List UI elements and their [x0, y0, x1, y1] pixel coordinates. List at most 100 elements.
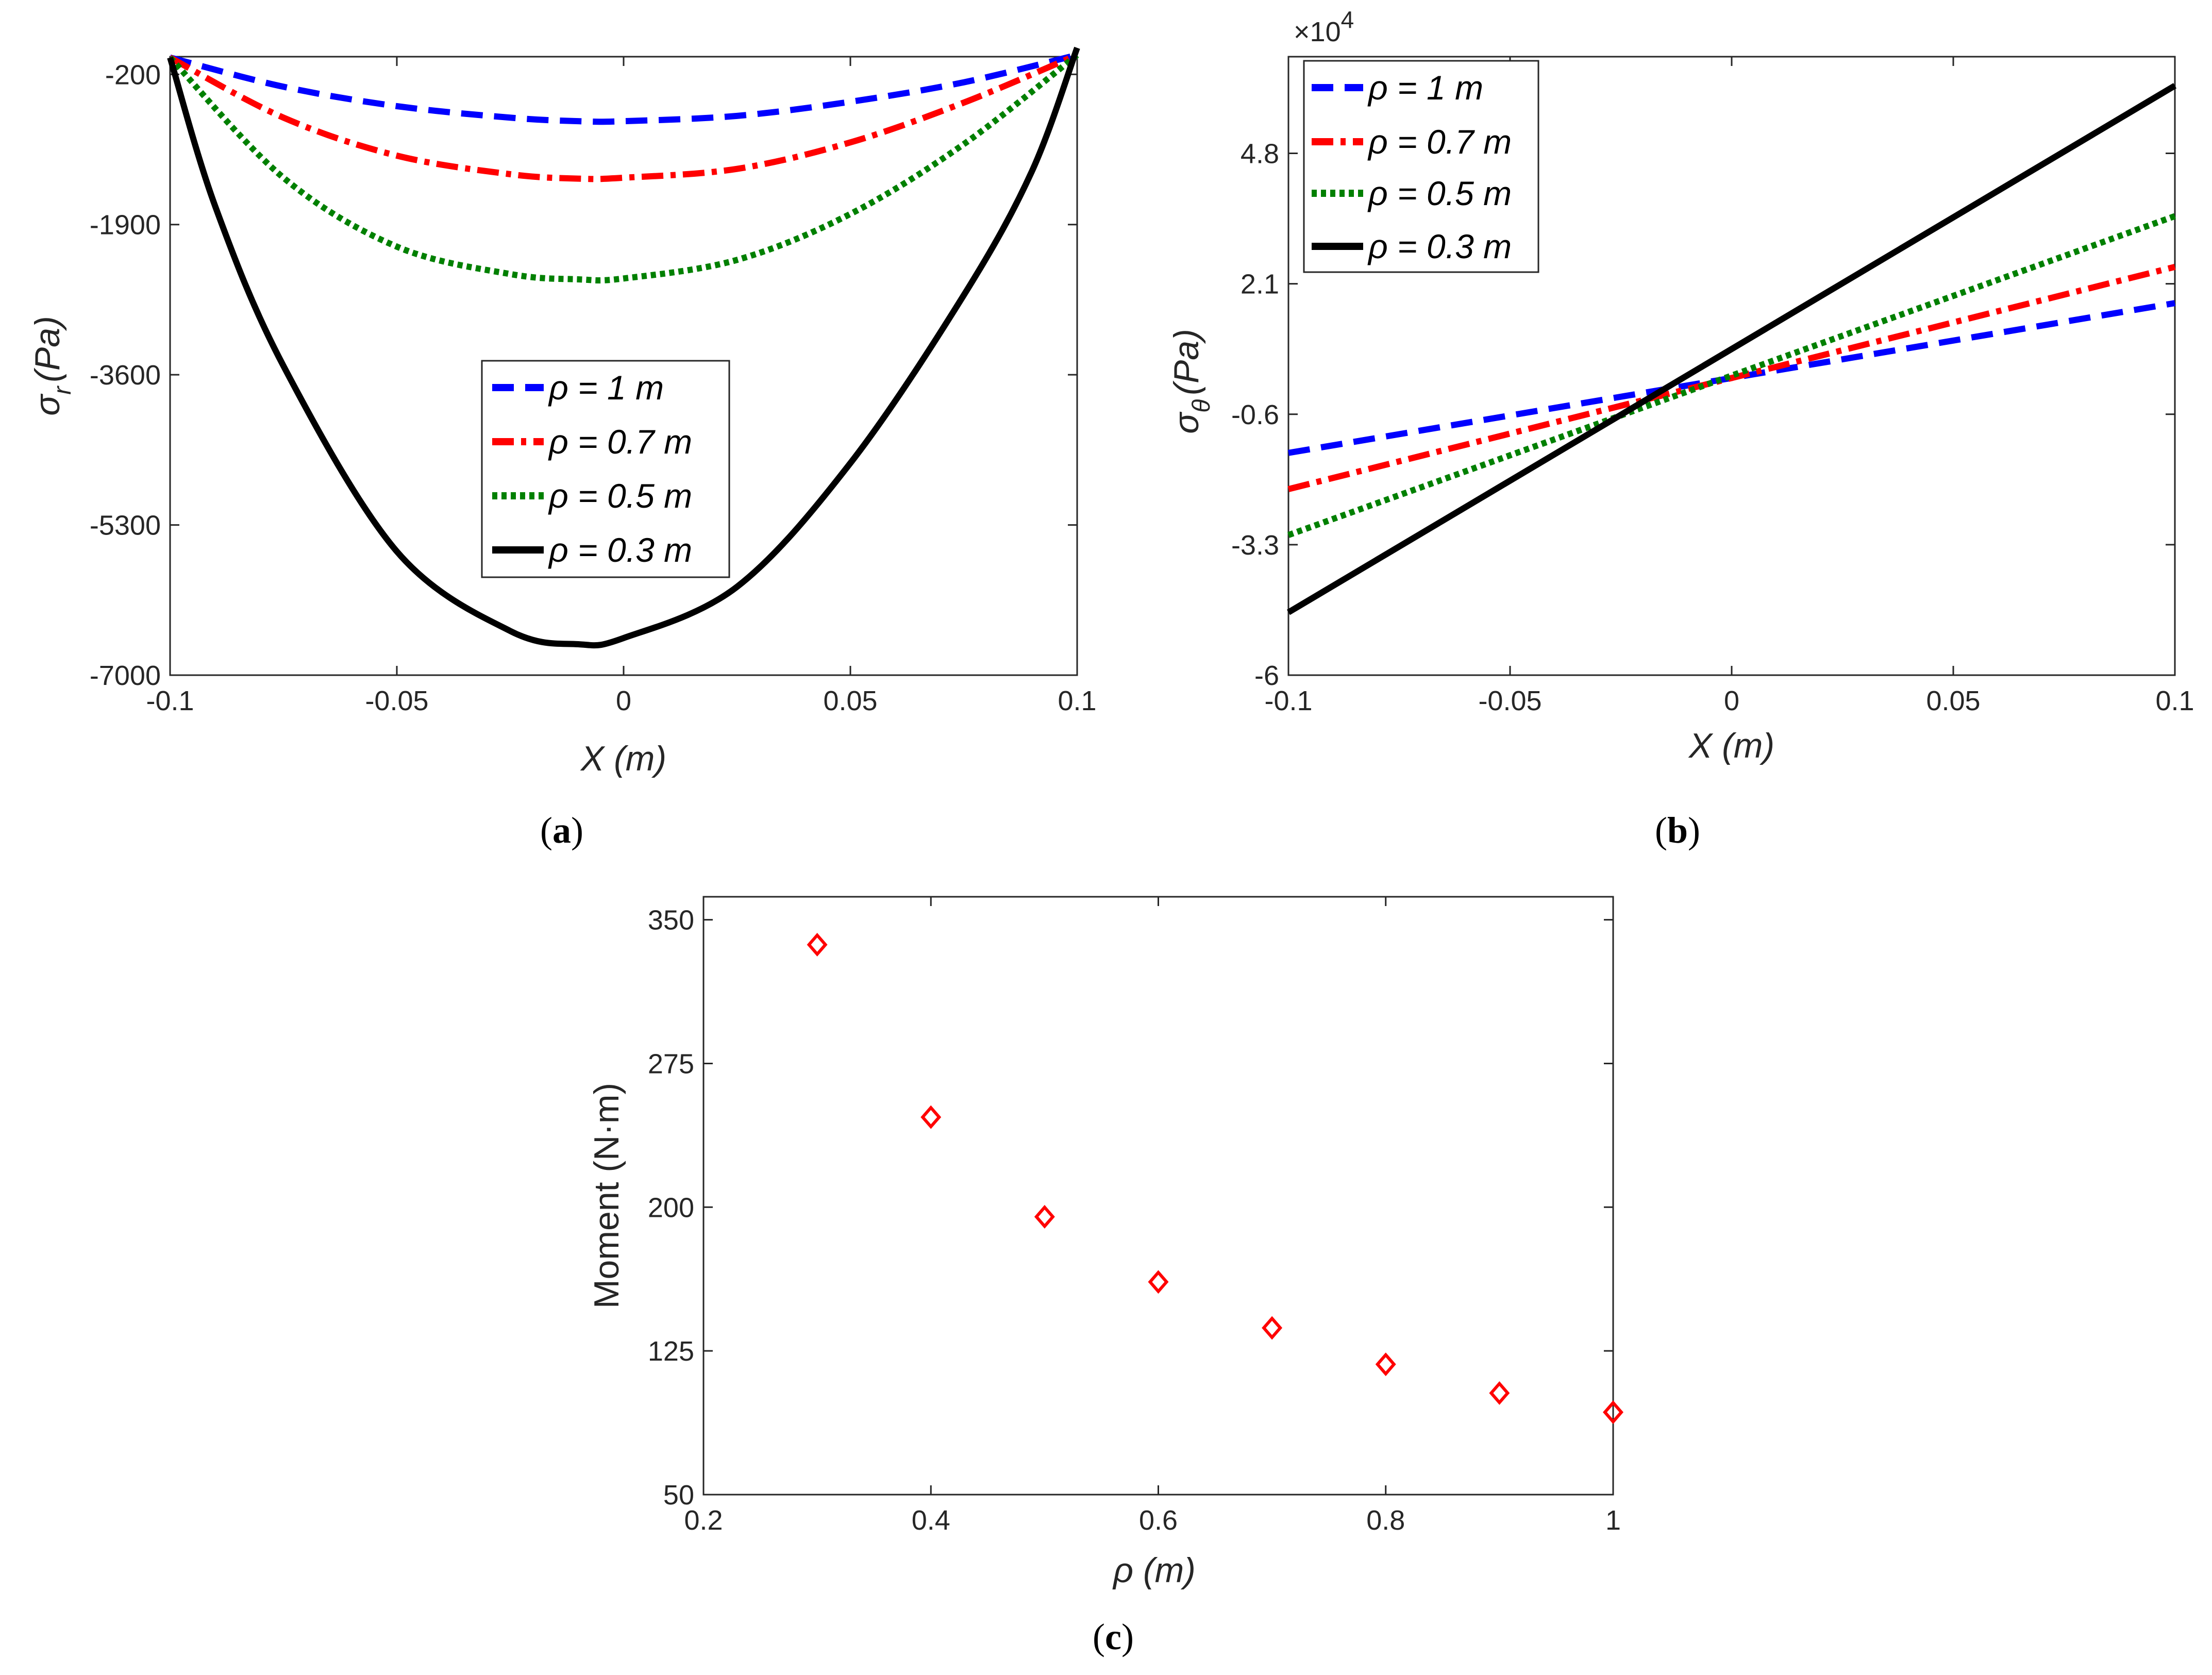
panel-b-x-tick-label: 0 — [1724, 685, 1739, 716]
panel-a-legend: ρ = 1 m ρ = 0.7 m ρ = 0.5 m ρ = 0.3 m — [481, 360, 730, 578]
legend-label: = 1 m — [1388, 69, 1483, 107]
legend-label: = 0.5 m — [1388, 174, 1512, 212]
panel-b-series-line-4 — [1286, 83, 2177, 615]
panel-b-caption: (b) — [1655, 810, 1700, 851]
panel-a-ticks: -0.1 -0.05 0 0.05 0.1 -200 -1900 -3600 -5300 -700… — [90, 57, 1097, 716]
panel-a-x-tick-label: 0 — [616, 685, 631, 716]
panel-c-ticks: 0.2 0.4 0.6 0.8 1 350 275 200 125 50 — [648, 897, 1621, 1536]
svg-text:ρ = 0.3 m: ρ = 0.3 m — [1367, 227, 1512, 265]
legend-rho: ρ — [548, 368, 568, 407]
svg-text:ρ = 0.5 m: ρ = 0.5 m — [1367, 174, 1512, 212]
panel-a-y-tick-label: -5300 — [90, 510, 161, 541]
legend-label: = 1 m — [568, 368, 664, 407]
panel-b-x-axis-label: X (m) — [1688, 726, 1774, 765]
panel-a-x-axis-label: X (m) — [580, 739, 666, 778]
y-label-subscript: θ — [1188, 399, 1215, 413]
legend-rho: ρ — [1367, 174, 1388, 212]
panel-b-multiplier: ×104 — [1294, 6, 1354, 47]
panel-a-x-tick-label: 0.05 — [823, 685, 877, 716]
panel-c-y-tick-label: 50 — [663, 1480, 694, 1511]
panel-a-series-line-4 — [167, 46, 1080, 649]
panel-b-legend-item-1: ρ = 1 m — [1312, 69, 1483, 107]
panel-a-y-tick-label: -1900 — [90, 210, 161, 241]
panel-a-series-line-1 — [169, 52, 1078, 125]
legend-rho: ρ — [548, 531, 568, 569]
y-label-symbol: σ — [28, 393, 67, 416]
panel-b-x-tick-label: -0.1 — [1264, 685, 1312, 716]
panel-a-x-tick-label: -0.05 — [365, 685, 428, 716]
panel-a-y-tick-label: -7000 — [90, 660, 161, 691]
panel-b-x-tick-label: 0.1 — [2155, 685, 2194, 716]
panel-c-x-tick-label: 1 — [1605, 1505, 1621, 1536]
legend-label: = 0.3 m — [1388, 227, 1512, 265]
y-label-symbol: σ — [1167, 411, 1206, 434]
panel-c-letter: c — [1105, 1616, 1121, 1657]
panel-c-data-point — [1262, 1316, 1283, 1340]
panel-b-legend-item-4: ρ = 0.3 m — [1312, 227, 1512, 265]
panel-a-y-tick-label: -3600 — [90, 360, 161, 391]
legend-label: = 0.5 m — [568, 477, 692, 515]
svg-text:ρ = 0.3 m: ρ = 0.3 m — [548, 531, 692, 569]
panel-b-y-tick-label: 2.1 — [1241, 269, 1279, 300]
panel-c-y-tick-label: 125 — [648, 1336, 694, 1367]
panel-b-letter: b — [1667, 810, 1688, 851]
x-label-symbol: ρ — [1112, 1551, 1133, 1590]
svg-text:ρ = 0.7 m: ρ = 0.7 m — [1367, 123, 1512, 161]
panel-c-x-tick-label: 0.4 — [912, 1505, 950, 1536]
panel-c-y-tick-label: 350 — [648, 905, 694, 936]
legend-label: = 0.7 m — [1388, 123, 1512, 161]
panel-c-plot-area — [702, 896, 1614, 1496]
panel-a-legend-item-1: ρ = 1 m — [492, 368, 664, 407]
panel-c-x-tick-label: 0.8 — [1366, 1505, 1405, 1536]
panel-a-x-tick-label: 0.1 — [1058, 685, 1096, 716]
multiplier-exponent: 4 — [1341, 6, 1354, 33]
panel-c-data-point — [920, 1105, 942, 1129]
panel-a-series-line-3 — [167, 52, 1079, 284]
panel-c-y-tick-label: 200 — [648, 1192, 694, 1223]
panel-a-series — [167, 46, 1080, 649]
panel-a-legend-box — [481, 360, 730, 578]
panel-b-y-tick-label: -0.6 — [1231, 399, 1279, 430]
panel-b-y-tick-label: 4.8 — [1241, 139, 1279, 170]
panel-a-chart: -0.1 -0.05 0 0.05 0.1 -200 -1900 -3600 -5300 -700… — [28, 46, 1097, 851]
panel-b-y-tick-label: -3.3 — [1231, 530, 1279, 561]
panel-c-data-point — [1489, 1381, 1510, 1405]
panel-b-ticks: -0.1 -0.05 0 0.05 0.1 4.8 2.1 -0.6 -3.3 -6 — [1231, 57, 2194, 716]
panel-a-y-tick-label: -200 — [105, 59, 161, 90]
panel-a-legend-item-2: ρ = 0.7 m — [492, 423, 692, 461]
legend-label: = 0.3 m — [568, 531, 692, 569]
y-label-subscript: r — [49, 386, 76, 395]
panel-b-series — [1286, 83, 2177, 615]
y-label-unit: (Pa) — [1167, 329, 1206, 395]
panel-c-data-point — [1034, 1204, 1055, 1229]
panel-a-letter: a — [552, 810, 571, 851]
panel-b-chart: -0.1 -0.05 0 0.05 0.1 4.8 2.1 -0.6 -3.3 -6 ×104 ρ… — [1167, 6, 2194, 851]
x-label-unit: (m) — [1133, 1551, 1196, 1590]
panel-c-series — [807, 932, 1623, 1425]
svg-text:ρ = 1 m: ρ = 1 m — [1367, 69, 1483, 107]
multiplier-base: ×10 — [1294, 16, 1341, 47]
panel-a-caption: (a) — [540, 810, 583, 851]
legend-rho: ρ — [1367, 69, 1388, 107]
panel-c-data-point — [1375, 1352, 1396, 1377]
panel-b-x-tick-label: -0.05 — [1478, 685, 1541, 716]
panel-b-y-axis-label: σθ (Pa) — [1167, 329, 1215, 434]
panel-c-x-tick-label: 0.2 — [684, 1505, 723, 1536]
panel-b-series-line-2 — [1287, 263, 2176, 492]
panel-a-y-axis-label: σr (Pa) — [28, 316, 76, 415]
panel-b-legend-box — [1303, 60, 1539, 273]
panel-b-legend: ρ = 1 m ρ = 0.7 m ρ = 0.5 m ρ = 0.3 m — [1303, 60, 1539, 273]
legend-rho: ρ — [548, 477, 568, 515]
panel-c-data-point — [1148, 1270, 1169, 1294]
panel-c-caption: (c) — [1093, 1616, 1134, 1657]
svg-text:ρ = 0.7 m: ρ = 0.7 m — [548, 423, 692, 461]
panel-a-x-tick-label: -0.1 — [146, 685, 194, 716]
y-label-unit: (Pa) — [28, 316, 67, 382]
legend-rho: ρ — [548, 423, 568, 461]
legend-rho: ρ — [1367, 227, 1388, 265]
svg-text:ρ = 1 m: ρ = 1 m — [548, 368, 664, 407]
panel-c-x-axis-label: ρ (m) — [1112, 1551, 1196, 1590]
panel-b-y-tick-label: -6 — [1254, 660, 1279, 691]
panel-a-legend-item-3: ρ = 0.5 m — [492, 477, 692, 515]
